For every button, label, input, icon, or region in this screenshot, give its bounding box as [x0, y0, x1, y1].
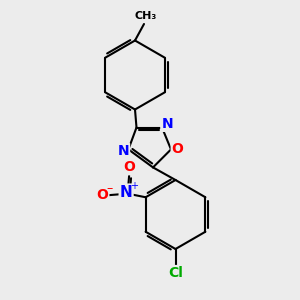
Text: N: N	[161, 117, 173, 131]
Text: CH₃: CH₃	[134, 11, 157, 22]
Text: +: +	[130, 181, 138, 190]
Text: N: N	[120, 184, 133, 200]
Text: O: O	[172, 142, 184, 156]
Text: Cl: Cl	[168, 266, 183, 280]
Text: O: O	[97, 188, 108, 202]
Text: –: –	[106, 182, 112, 195]
Text: N: N	[118, 144, 129, 158]
Text: O: O	[123, 160, 135, 174]
